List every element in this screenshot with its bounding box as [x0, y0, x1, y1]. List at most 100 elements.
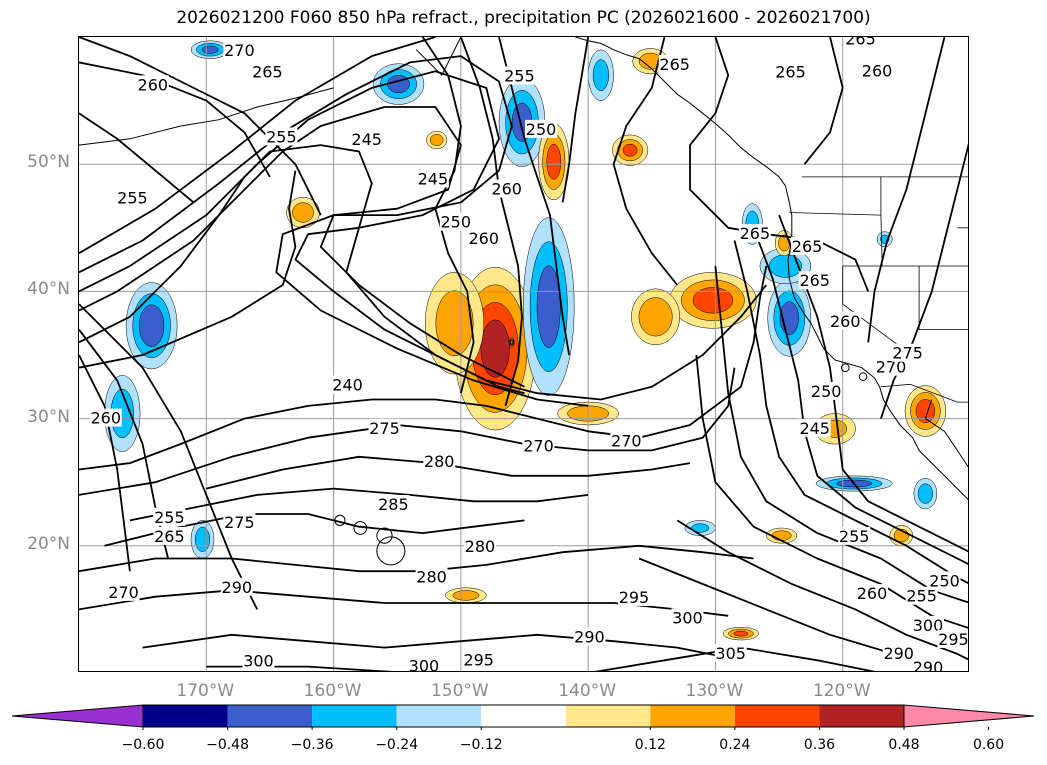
- contour-label-bg-46: [905, 586, 938, 605]
- contour-label-43: 305: [715, 644, 746, 663]
- contour-label-20: 250: [811, 382, 842, 401]
- island-1: [376, 536, 406, 566]
- contour-label-bg-21: [798, 418, 831, 437]
- contour-label-28: 270: [611, 431, 642, 450]
- contour-label-22: 270: [876, 358, 907, 377]
- precip-area-10-2: [138, 304, 165, 347]
- island-4: [858, 372, 868, 381]
- contour-line-12: [561, 37, 589, 203]
- border-4: [880, 176, 883, 267]
- contour-label-50: 290: [913, 658, 944, 672]
- precip-area-28-1: [429, 134, 444, 146]
- contour-label-bg-32: [223, 512, 256, 531]
- colorbar-tick-label-1: −0.48: [206, 737, 249, 753]
- contour-label-bg-19: [829, 311, 862, 330]
- contour-label-7: 250: [440, 213, 471, 232]
- contour-label-bg-50: [911, 657, 944, 671]
- contour-label-27: 270: [523, 437, 554, 456]
- contour-label-bg-38: [407, 656, 440, 671]
- contour-label-5: 245: [418, 169, 449, 188]
- contour-label-bg-8: [467, 229, 500, 248]
- contour-label-6: 255: [117, 189, 148, 208]
- precip-area-7-1: [638, 297, 673, 337]
- colorbar-tick-label-4: −0.12: [459, 737, 503, 753]
- contour-line-24: [79, 354, 131, 572]
- contour-line-8: [79, 112, 195, 204]
- contour-label-bg-33: [153, 507, 186, 526]
- contour-label-bg-18: [798, 271, 831, 290]
- colorbar-tick-label-2: −0.36: [290, 737, 334, 753]
- precip-area-22-2: [201, 45, 219, 54]
- contour-label-bg-39: [462, 650, 495, 669]
- precip-area-5-2: [546, 143, 562, 180]
- contour-line-26: [752, 227, 968, 565]
- contour-label-bg-13: [861, 61, 894, 80]
- colorbar-tick-label-3: −0.24: [375, 737, 419, 753]
- border-1: [880, 383, 968, 403]
- colorbar-tick-label-5: 0.12: [634, 737, 666, 753]
- contour-line-17: [104, 513, 525, 547]
- contour-line-15: [206, 455, 691, 490]
- contour-label-37: 300: [243, 652, 274, 671]
- contour-line-1: [79, 55, 589, 407]
- contour-label-36: 290: [222, 578, 253, 597]
- contour-label-bg-28: [610, 431, 643, 450]
- contour-line-37: [880, 143, 968, 419]
- contour-label-14: 265: [775, 63, 806, 82]
- contour-label-21: 245: [799, 419, 830, 438]
- precip-area-12-2: [387, 75, 410, 94]
- contour-label-bg-37: [242, 651, 275, 670]
- contour-label-bg-45: [855, 584, 888, 603]
- contour-label-bg-41: [617, 587, 650, 606]
- contour-label-11: 260: [491, 180, 522, 199]
- contour-line-33: [803, 37, 844, 165]
- coastline-1: [415, 37, 462, 77]
- lat-label-0: 50°N: [27, 152, 70, 173]
- contour-label-bg-20: [810, 381, 843, 400]
- lat-label-1: 40°N: [27, 279, 70, 300]
- precip-area-24-2: [733, 630, 749, 637]
- contour-line-20: [142, 633, 742, 662]
- contour-label-bg-31: [415, 567, 448, 586]
- contour-line-14: [79, 367, 736, 496]
- contour-label-31: 280: [416, 568, 447, 587]
- contour-line-35: [612, 37, 678, 286]
- contour-label-46: 255: [906, 587, 937, 606]
- contour-line-28: [714, 265, 968, 604]
- colorbar: [11, 704, 1035, 730]
- coastline-3: [924, 399, 968, 468]
- coastline-layer: [79, 37, 968, 566]
- contour-label-33: 255: [154, 508, 185, 527]
- colorbar-segment-3: [396, 705, 482, 727]
- contour-label-48: 300: [913, 616, 944, 635]
- contour-label-34: 265: [154, 527, 185, 546]
- border-5: [789, 212, 881, 216]
- precip-area-31-1: [592, 59, 609, 92]
- contour-line-30: [676, 519, 968, 661]
- contour-label-17: 265: [792, 237, 823, 256]
- contour-label-25: 275: [369, 419, 400, 438]
- contour-label-bg-15: [658, 54, 691, 73]
- contour-line-25: [778, 214, 968, 553]
- lon-label-4: 130°W: [685, 681, 744, 701]
- colorbar-segment-0: [143, 705, 228, 727]
- chart-title: 2026021200 F060 850 hPa refract., precip…: [176, 8, 871, 28]
- contour-label-40: 290: [574, 627, 605, 646]
- contour-label-38: 300: [409, 657, 440, 672]
- contour-label-bg-6: [116, 188, 149, 207]
- contour-label-1: 265: [252, 63, 283, 82]
- border-3: [842, 266, 912, 356]
- contour-label-51: 295: [938, 630, 969, 649]
- contour-label-bg-22: [875, 357, 908, 376]
- colorbar-segment-4: [481, 705, 566, 727]
- contour-label-bg-9: [503, 66, 536, 85]
- contour-label-0: 270: [224, 41, 255, 60]
- contour-line-36: [867, 37, 946, 343]
- contour-label-41: 295: [619, 588, 650, 607]
- contour-label-18: 265: [799, 271, 830, 290]
- colorbar-extend-max: [903, 704, 1035, 728]
- contour-label-35: 270: [108, 583, 139, 602]
- contour-label-29: 285: [378, 495, 409, 514]
- contour-label-bg-25: [368, 418, 401, 437]
